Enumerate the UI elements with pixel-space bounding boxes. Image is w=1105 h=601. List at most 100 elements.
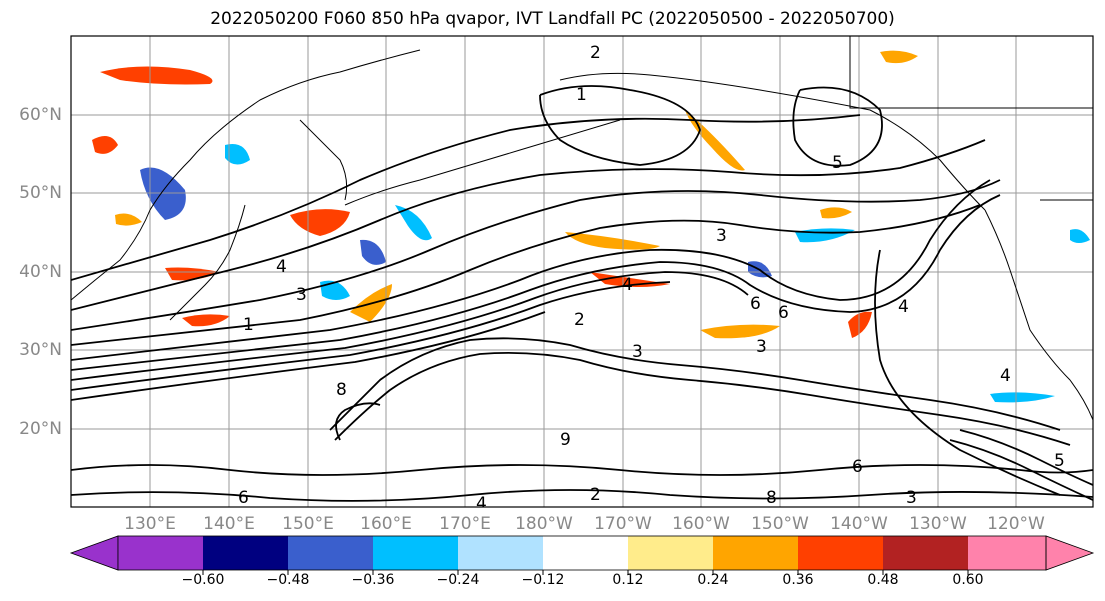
colorbar-tick-label: −0.48 <box>266 572 310 588</box>
colorbar-tick-label: 0.60 <box>952 572 984 588</box>
lon-label-130e: 130°E <box>124 514 176 534</box>
colorbar-segment <box>203 536 288 570</box>
contour-line <box>71 139 986 311</box>
contour-label: 5 <box>1054 451 1065 471</box>
contour-line <box>71 204 981 346</box>
coastlines <box>71 36 1093 421</box>
colorbar-segment <box>288 536 373 570</box>
warm-patch <box>92 136 118 154</box>
aleutian-chain <box>344 119 621 206</box>
lon-label-140w: 140°W <box>830 514 888 534</box>
contour-label: 3 <box>716 226 727 246</box>
contour-line <box>874 249 1061 496</box>
colorbar-extend-low <box>69 535 119 571</box>
lat-label-50n: 50°N <box>19 183 62 203</box>
contour-line <box>71 489 1093 502</box>
canada-border <box>849 36 1093 109</box>
contour-line <box>71 194 1001 371</box>
contour-lines <box>71 85 1093 502</box>
colorbar <box>69 535 1095 575</box>
colorbar-segment <box>458 536 543 570</box>
colorbar-segment <box>883 536 968 570</box>
colorbar-tick-label: 0.12 <box>612 572 644 588</box>
kamchatka-coast <box>299 119 348 201</box>
lon-label-150e: 150°E <box>282 514 334 534</box>
colorbar-tick-label: 0.36 <box>782 572 814 588</box>
contour-label: 3 <box>296 285 307 305</box>
colorbar-segment <box>118 536 203 570</box>
contour-label: 9 <box>560 430 571 450</box>
lon-label-160e: 160°E <box>360 514 412 534</box>
warm-patch <box>165 267 220 281</box>
colorbar-tick-label: −0.60 <box>181 572 225 588</box>
warm-patch <box>182 314 230 327</box>
contour-line <box>71 464 1093 476</box>
lat-label-40n: 40°N <box>19 262 62 282</box>
contour-label: 2 <box>590 43 601 63</box>
colorbar-tick-label: 0.24 <box>697 572 729 588</box>
contour-line <box>329 337 1061 431</box>
contour-label: 2 <box>590 485 601 505</box>
contour-label: 1 <box>576 85 587 105</box>
contour-line <box>71 281 671 391</box>
lon-label-120w: 120°W <box>987 514 1045 534</box>
contour-line <box>949 439 1093 501</box>
anomaly-shading <box>92 50 1090 403</box>
warm-patch <box>880 50 918 64</box>
cool-patch <box>360 239 386 265</box>
lon-label-180w: 180°W <box>515 514 573 534</box>
contour-line <box>334 351 1071 446</box>
contour-label: 8 <box>766 488 777 508</box>
lon-label-170e: 170°E <box>439 514 491 534</box>
map-title: 2022050200 F060 850 hPa qvapor, IVT Land… <box>210 9 895 29</box>
warm-patch <box>820 207 852 219</box>
contour-line <box>539 85 701 166</box>
lon-label-140e: 140°E <box>203 514 255 534</box>
cool-patch <box>320 280 350 300</box>
lon-label-150w: 150°W <box>751 514 809 534</box>
cool-patch <box>990 392 1055 403</box>
colorbar-tick-label: −0.12 <box>521 572 565 588</box>
contour-label: 4 <box>898 297 909 317</box>
colorbar-segment <box>543 536 628 570</box>
contour-label: 6 <box>852 457 863 477</box>
warm-patch <box>700 324 780 339</box>
plot-frame <box>70 35 1094 508</box>
contour-line <box>71 179 991 361</box>
contour-label: 3 <box>756 337 767 357</box>
contour-label: 4 <box>476 494 487 514</box>
warm-patch <box>848 311 872 338</box>
lon-label-130w: 130°W <box>909 514 967 534</box>
contour-line <box>71 114 861 281</box>
lon-label-170w: 170°W <box>594 514 652 534</box>
contour-label: 4 <box>622 275 633 295</box>
contour-label: 4 <box>276 257 287 277</box>
colorbar-tick-label: −0.24 <box>436 572 480 588</box>
colorbar-segment <box>968 536 1046 570</box>
colorbar-segment <box>373 536 458 570</box>
lat-label-20n: 20°N <box>19 419 62 439</box>
asia-coast <box>71 49 421 301</box>
cool-patch <box>140 167 186 220</box>
lat-label-60n: 60°N <box>19 105 62 125</box>
warm-patch <box>565 232 660 250</box>
japan-coast <box>169 204 246 321</box>
colorbar-segment <box>798 536 883 570</box>
warm-patch <box>100 66 213 85</box>
contour-label: 3 <box>906 488 917 508</box>
contour-line <box>71 271 749 381</box>
contour-label: 6 <box>750 294 761 314</box>
contour-label: 6 <box>778 303 789 323</box>
contour-line <box>71 179 1001 331</box>
na-west-coast <box>984 209 1093 421</box>
warm-patch <box>685 110 745 171</box>
colorbar-extend-high <box>1045 535 1095 571</box>
cool-patch <box>225 144 250 165</box>
contour-label: 6 <box>238 488 249 508</box>
colorbar-tick-label: 0.48 <box>867 572 899 588</box>
colorbar-tick-label: −0.36 <box>351 572 395 588</box>
cool-patch <box>1070 229 1090 243</box>
lon-label-160w: 160°W <box>672 514 730 534</box>
contour-label: 2 <box>574 310 585 330</box>
